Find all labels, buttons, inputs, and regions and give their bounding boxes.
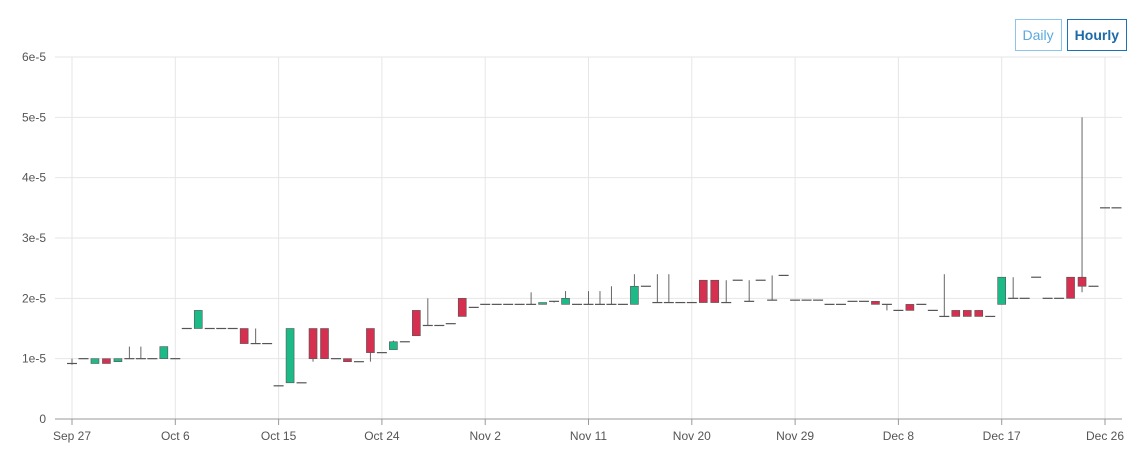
candle [285, 328, 295, 384]
y-tick-label: 1e-5 [22, 352, 46, 366]
candle-body [630, 285, 639, 305]
candles [67, 117, 1122, 387]
candle [113, 358, 123, 362]
candle [422, 298, 433, 327]
candle [1077, 117, 1087, 293]
hourly-button[interactable]: Hourly [1066, 19, 1127, 51]
x-tick-label: Nov 11 [570, 429, 607, 443]
candle [583, 291, 594, 305]
candle [767, 275, 778, 301]
candle-body [871, 301, 880, 305]
grid [55, 56, 1122, 420]
candle-body [366, 328, 375, 353]
candle [320, 328, 329, 359]
x-tick-label: Dec 8 [883, 429, 915, 443]
candle [561, 291, 570, 305]
candle [630, 274, 639, 305]
candle [457, 298, 467, 317]
candle-body [389, 341, 398, 350]
candle-body [239, 328, 249, 344]
candle [389, 340, 398, 350]
candle [193, 310, 203, 329]
candle [67, 358, 77, 365]
candle-body [102, 358, 111, 364]
y-tick-label: 5e-5 [22, 110, 46, 124]
candle [606, 286, 617, 305]
candle [721, 280, 732, 304]
candle [538, 302, 547, 305]
candle-body [343, 358, 352, 362]
candle [102, 358, 111, 364]
candle-body [710, 279, 720, 303]
interval-toggle: Daily Hourly [1014, 19, 1127, 51]
candle [663, 274, 674, 304]
candle [1066, 276, 1075, 299]
candle [710, 279, 720, 303]
y-tick-label: 0 [39, 412, 46, 426]
candle [997, 276, 1007, 305]
candle [366, 328, 375, 362]
candle-body [308, 328, 318, 359]
candle-body [1066, 276, 1075, 299]
candle-body [905, 304, 915, 311]
candle [939, 274, 950, 318]
candle-body [90, 358, 100, 364]
y-tick-label: 6e-5 [22, 50, 46, 64]
x-tick-label: Dec 26 [1086, 429, 1124, 443]
candle [250, 328, 261, 345]
candle [951, 310, 961, 317]
candle [549, 300, 560, 303]
candle [135, 346, 146, 360]
candle [124, 346, 135, 360]
candle-body [698, 279, 708, 303]
candle [871, 301, 880, 305]
candle [905, 304, 915, 311]
candle-body [193, 310, 203, 329]
x-tick-label: Nov 29 [776, 429, 814, 443]
candle-body [285, 328, 295, 384]
candle-body [159, 346, 169, 359]
x-tick-label: Sep 27 [53, 429, 91, 443]
x-tick-label: Dec 17 [983, 429, 1021, 443]
candle-body [561, 298, 570, 305]
candle [652, 274, 663, 304]
x-tick-label: Oct 15 [261, 429, 297, 443]
candle-body [457, 298, 467, 317]
candle-body [412, 310, 421, 337]
candle [159, 346, 169, 359]
candle [412, 310, 421, 337]
y-tick-label: 4e-5 [22, 171, 46, 185]
x-tick-label: Oct 6 [161, 429, 190, 443]
y-axis: 0 1e-5 2e-5 3e-5 4e-5 5e-5 6e-5 [22, 50, 46, 426]
candle-body [974, 310, 984, 317]
candle [1008, 277, 1019, 299]
candle [881, 303, 892, 311]
candle [962, 310, 972, 317]
candle-body [951, 310, 961, 317]
candle [343, 358, 352, 362]
x-tick-label: Nov 20 [673, 429, 711, 443]
candle [239, 328, 249, 344]
candle [90, 358, 100, 364]
y-tick-label: 2e-5 [22, 291, 46, 305]
x-tick-label: Oct 24 [364, 429, 400, 443]
candle [974, 310, 984, 317]
candle-body [320, 328, 329, 359]
candle [698, 279, 708, 303]
candle-body [1077, 276, 1087, 287]
x-axis: Sep 27 Oct 6 Oct 15 Oct 24 Nov 2 Nov 11 Nov 20… [53, 418, 1124, 443]
candle [308, 328, 318, 362]
x-tick-label: Nov 2 [470, 429, 502, 443]
candle [744, 280, 755, 302]
y-tick-label: 3e-5 [22, 231, 46, 245]
candle-body [538, 302, 547, 305]
candle [526, 292, 537, 305]
daily-button[interactable]: Daily [1014, 19, 1062, 51]
candle-body [113, 358, 123, 362]
candle [594, 291, 605, 305]
candle-body [997, 276, 1007, 305]
candle-body [962, 310, 972, 317]
